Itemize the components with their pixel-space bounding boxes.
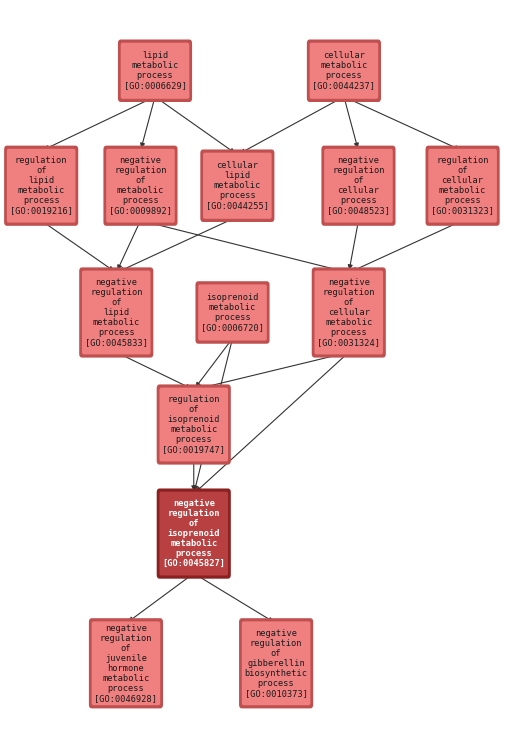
FancyBboxPatch shape [239,618,313,708]
FancyBboxPatch shape [6,148,76,223]
Text: regulation
of
cellular
metabolic
process
[GO:0031323]: regulation of cellular metabolic process… [431,156,494,215]
FancyBboxPatch shape [202,152,272,220]
FancyBboxPatch shape [426,146,499,226]
FancyBboxPatch shape [197,284,268,341]
FancyBboxPatch shape [89,618,163,708]
Text: negative
regulation
of
cellular
metabolic
process
[GO:0031324]: negative regulation of cellular metaboli… [317,278,380,347]
FancyBboxPatch shape [106,148,176,223]
Text: cellular
lipid
metabolic
process
[GO:0044255]: cellular lipid metabolic process [GO:004… [206,161,269,210]
Text: lipid
metabolic
process
[GO:0006629]: lipid metabolic process [GO:0006629] [124,51,186,91]
Text: negative
regulation
of
lipid
metabolic
process
[GO:0045833]: negative regulation of lipid metabolic p… [85,278,148,347]
FancyBboxPatch shape [157,385,231,464]
Text: isoprenoid
metabolic
process
[GO:0006720]: isoprenoid metabolic process [GO:0006720… [201,293,264,332]
Text: negative
regulation
of
gibberellin
biosynthetic
process
[GO:0010373]: negative regulation of gibberellin biosy… [244,629,308,698]
FancyBboxPatch shape [241,621,311,706]
FancyBboxPatch shape [118,40,192,102]
FancyBboxPatch shape [195,282,270,343]
FancyBboxPatch shape [312,268,386,357]
Text: regulation
of
isoprenoid
metabolic
process
[GO:0019747]: regulation of isoprenoid metabolic proce… [162,395,225,454]
FancyBboxPatch shape [200,150,275,222]
FancyBboxPatch shape [4,146,78,226]
Text: negative
regulation
of
metabolic
process
[GO:0009892]: negative regulation of metabolic process… [109,156,172,215]
Text: regulation
of
lipid
metabolic
process
[GO:0019216]: regulation of lipid metabolic process [G… [10,156,73,215]
Text: negative
regulation
of
isoprenoid
metabolic
process
[GO:0045827]: negative regulation of isoprenoid metabo… [162,499,225,568]
FancyBboxPatch shape [91,621,161,706]
FancyBboxPatch shape [79,268,153,357]
FancyBboxPatch shape [309,42,379,99]
FancyBboxPatch shape [307,40,381,102]
FancyBboxPatch shape [81,270,152,355]
Text: cellular
metabolic
process
[GO:0044237]: cellular metabolic process [GO:0044237] [313,51,375,91]
FancyBboxPatch shape [103,146,177,226]
FancyBboxPatch shape [314,270,384,355]
FancyBboxPatch shape [323,148,393,223]
FancyBboxPatch shape [322,146,395,226]
FancyBboxPatch shape [158,387,229,462]
FancyBboxPatch shape [120,42,190,99]
FancyBboxPatch shape [157,489,231,579]
Text: negative
regulation
of
cellular
process
[GO:0048523]: negative regulation of cellular process … [327,156,390,215]
FancyBboxPatch shape [158,491,229,576]
Text: negative
regulation
of
juvenile
hormone
metabolic
process
[GO:0046928]: negative regulation of juvenile hormone … [95,624,157,703]
FancyBboxPatch shape [428,148,498,223]
